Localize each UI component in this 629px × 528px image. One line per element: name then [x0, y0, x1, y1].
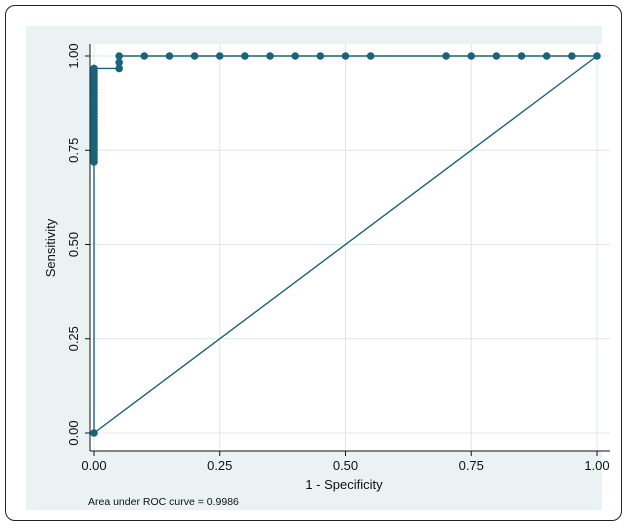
- roc-point: [291, 52, 300, 60]
- roc-point: [316, 52, 325, 60]
- roc-point: [266, 52, 274, 60]
- x-axis-label: 1 - Specificity: [305, 477, 383, 492]
- roc-point: [165, 52, 174, 60]
- y-tick-label: 0.50: [66, 232, 81, 257]
- roc-point: [492, 52, 501, 60]
- roc-point: [467, 52, 476, 60]
- roc-point: [115, 58, 123, 67]
- x-tick-label: 0.50: [333, 458, 358, 473]
- roc-point: [215, 52, 224, 60]
- x-tick-label: 0.25: [207, 458, 232, 473]
- x-tick-label: 0.00: [81, 458, 106, 473]
- x-axis-ticks: 0.00 0.25 0.50 0.75 1.00: [81, 451, 610, 473]
- series-group: [90, 52, 601, 437]
- x-tick-label: 1.00: [584, 458, 609, 473]
- roc-point: [115, 64, 123, 73]
- roc-point: [190, 52, 199, 60]
- auc-annotation: Area under ROC curve = 0.9986: [88, 496, 239, 508]
- y-tick-label: 0.00: [66, 420, 81, 445]
- y-axis-label: Sensitivity: [43, 218, 58, 277]
- reference-diagonal-line: [93, 55, 598, 434]
- y-axis-ticks: 0.00 0.25 0.50 0.75 1.00: [66, 43, 90, 446]
- roc-point: [241, 52, 249, 60]
- y-tick-label: 0.25: [66, 326, 81, 351]
- roc-point: [341, 52, 350, 60]
- roc-point: [115, 52, 123, 60]
- roc-point: [442, 52, 450, 60]
- y-tick-label: 0.75: [66, 138, 81, 163]
- roc-point: [517, 52, 526, 60]
- roc-point: [542, 52, 551, 60]
- roc-point: [140, 52, 149, 60]
- roc-point: [366, 52, 375, 60]
- x-tick-label: 0.75: [459, 458, 484, 473]
- roc-point: [90, 64, 98, 73]
- y-tick-label: 1.00: [66, 43, 81, 68]
- roc-point: [568, 52, 576, 60]
